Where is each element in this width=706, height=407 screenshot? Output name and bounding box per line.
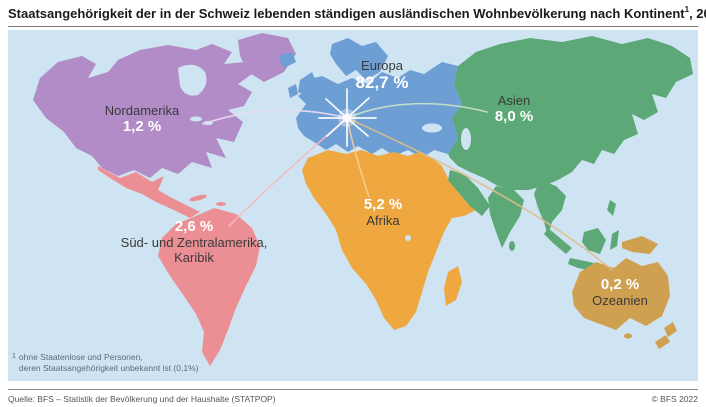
origin-star — [318, 88, 377, 147]
footer: Quelle: BFS – Statistik der Bevölkerung … — [8, 394, 698, 404]
title-year: , 2021 — [689, 6, 706, 21]
copyright-text: © BFS 2022 — [651, 394, 698, 404]
continent-south-central-america — [98, 166, 260, 366]
continent-europe — [278, 38, 462, 158]
continent-oceania — [572, 236, 677, 349]
line-to-oceania — [346, 117, 613, 271]
line-to-north-america — [202, 109, 348, 125]
world-map-svg — [8, 30, 698, 381]
world-map: Nordamerika 1,2 % Europa 82,7 % Asien 8,… — [8, 30, 698, 381]
footnote-line1: ohne Staatenlose und Personen, — [18, 352, 143, 362]
map-footnote: 1 ohne Staatenlose und Personen, deren S… — [12, 352, 282, 374]
title-divider — [8, 26, 698, 27]
footnote-text: ohne Staatenlose und Personen, deren Sta… — [19, 352, 199, 374]
title-footnote-marker: 1 — [684, 5, 690, 14]
line-to-africa — [346, 117, 370, 198]
page-title: Staatsangehörigkeit der in der Schweiz l… — [8, 5, 706, 21]
footer-divider — [8, 389, 698, 390]
footnote-marker: 1 — [12, 353, 16, 360]
line-to-asia — [346, 102, 488, 119]
title-text: Staatsangehörigkeit der in der Schweiz l… — [8, 6, 685, 21]
footnote-line2: deren Staatsangehörigkeit unbekannt ist … — [18, 363, 199, 373]
continent-africa — [302, 150, 476, 330]
inland-waters — [178, 64, 471, 241]
source-text: Quelle: BFS – Statistik der Bevölkerung … — [8, 394, 276, 404]
continent-asia — [448, 36, 693, 272]
